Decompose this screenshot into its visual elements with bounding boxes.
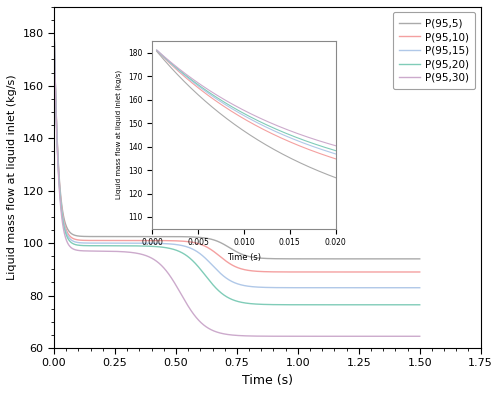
P(95,5) <box>70 232 76 237</box>
P(95,10) <box>52 35 58 40</box>
P(95,5) <box>339 256 345 261</box>
P(95,30) <box>220 331 226 336</box>
P(95,20) <box>416 303 422 307</box>
Line: P(95,10): P(95,10) <box>54 38 420 272</box>
P(95,20) <box>220 292 226 296</box>
P(95,15) <box>52 35 58 40</box>
P(95,30) <box>70 247 76 251</box>
P(95,20) <box>406 303 412 307</box>
P(95,20) <box>229 297 235 302</box>
P(95,5) <box>406 256 412 261</box>
Line: P(95,20): P(95,20) <box>54 38 420 305</box>
P(95,15) <box>70 239 76 243</box>
Legend: P(95,5), P(95,10), P(95,15), P(95,20), P(95,30): P(95,5), P(95,10), P(95,15), P(95,20), P… <box>393 12 475 89</box>
Line: P(95,5): P(95,5) <box>54 37 420 259</box>
P(95,15) <box>406 285 412 290</box>
P(95,30) <box>339 334 345 338</box>
Line: P(95,15): P(95,15) <box>54 38 420 288</box>
P(95,15) <box>339 285 345 290</box>
P(95,5) <box>220 241 226 246</box>
Y-axis label: Liquid mass flow at liquid inlet (kg/s): Liquid mass flow at liquid inlet (kg/s) <box>7 75 17 280</box>
P(95,5) <box>52 35 58 40</box>
P(95,30) <box>406 334 412 338</box>
P(95,30) <box>229 333 235 337</box>
P(95,5) <box>229 247 235 251</box>
P(95,20) <box>406 303 412 307</box>
P(95,15) <box>406 285 412 290</box>
P(95,15) <box>416 285 422 290</box>
P(95,15) <box>229 279 235 284</box>
P(95,10) <box>406 269 412 274</box>
X-axis label: Time (s): Time (s) <box>242 374 293 387</box>
P(95,5) <box>406 256 412 261</box>
P(95,10) <box>220 256 226 260</box>
Line: P(95,30): P(95,30) <box>54 39 420 336</box>
P(95,30) <box>416 334 422 338</box>
P(95,10) <box>339 269 345 274</box>
P(95,30) <box>52 36 58 41</box>
P(95,30) <box>406 334 412 338</box>
P(95,5) <box>416 256 422 261</box>
P(95,20) <box>52 36 58 41</box>
P(95,20) <box>339 303 345 307</box>
P(95,10) <box>406 269 412 274</box>
P(95,10) <box>416 269 422 274</box>
P(95,20) <box>70 241 76 246</box>
P(95,15) <box>220 273 226 277</box>
P(95,10) <box>70 236 76 241</box>
P(95,10) <box>229 262 235 267</box>
